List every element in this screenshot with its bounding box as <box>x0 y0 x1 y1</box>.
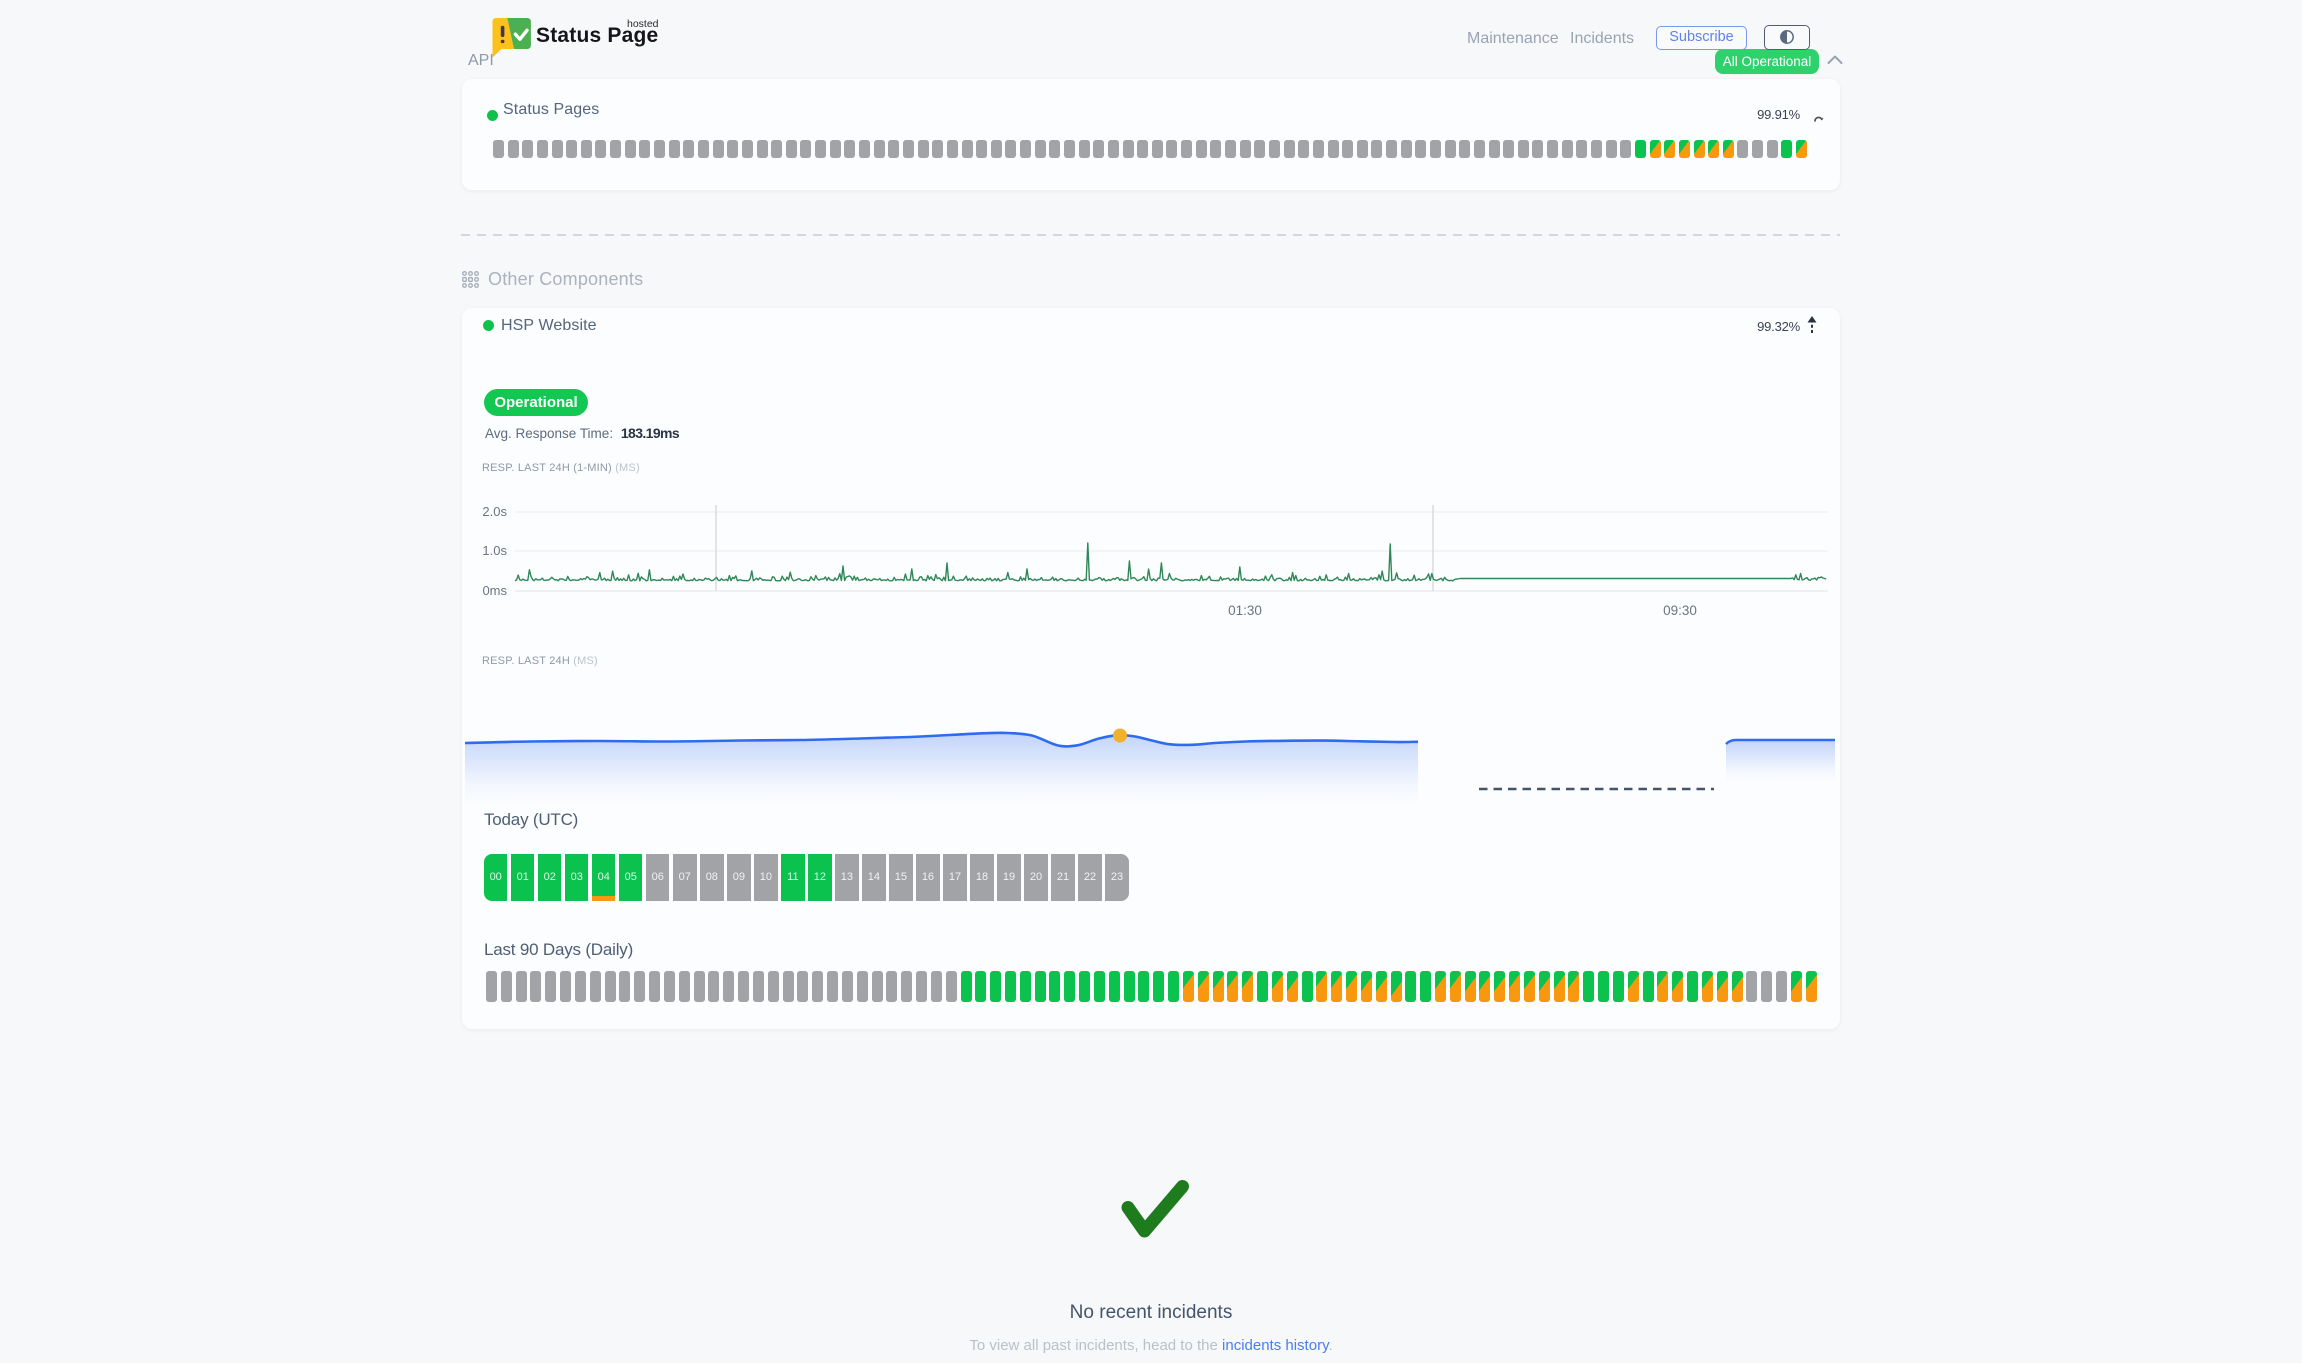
svg-text:0ms: 0ms <box>482 583 507 598</box>
svg-text:2.0s: 2.0s <box>482 504 507 519</box>
svg-text:1.0s: 1.0s <box>482 543 507 558</box>
svg-text:09:30: 09:30 <box>1663 603 1697 618</box>
svg-text:01:30: 01:30 <box>1228 603 1262 618</box>
